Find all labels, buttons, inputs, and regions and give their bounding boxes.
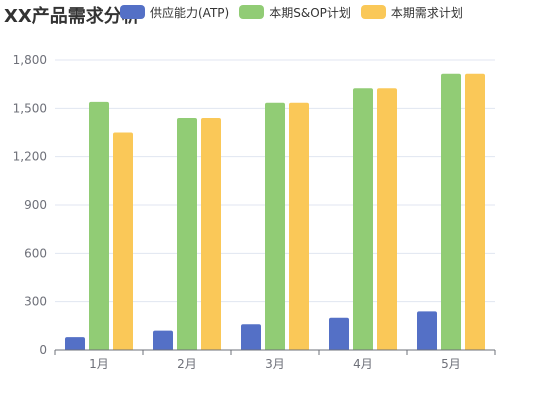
- bar-1-1[interactable]: [65, 337, 85, 350]
- y-tick-label: 900: [24, 198, 47, 212]
- y-tick-label: 300: [24, 295, 47, 309]
- legend-item-2[interactable]: 本期S&OP计划: [239, 4, 351, 21]
- x-tick-label: 5月: [441, 357, 461, 371]
- bar-1-3[interactable]: [241, 324, 261, 350]
- x-tick-label: 3月: [265, 357, 285, 371]
- y-tick-label: 1,200: [13, 150, 47, 164]
- bar-1-2[interactable]: [153, 330, 173, 350]
- bars: [65, 73, 485, 351]
- legend-item-3[interactable]: 本期需求计划: [360, 4, 463, 21]
- bar-2-3[interactable]: [265, 102, 285, 350]
- legend-label: 本期需求计划: [390, 5, 463, 20]
- bar-1-4[interactable]: [329, 317, 349, 350]
- y-tick-label: 1,500: [13, 101, 47, 115]
- legend-swatch: [239, 5, 265, 19]
- y-tick-label: 1,800: [13, 53, 47, 67]
- legend-label: 供应能力(ATP): [150, 5, 230, 20]
- y-tick-label: 600: [24, 246, 47, 260]
- bar-3-1[interactable]: [113, 132, 133, 351]
- bar-3-2[interactable]: [201, 118, 221, 350]
- chart-legend[interactable]: 供应能力(ATP) 本期S&OP计划 本期需求计划: [120, 3, 473, 21]
- bar-3-5[interactable]: [465, 73, 485, 350]
- tick-labels: 0 300 600 900 1,200 1,500 1,800 1月 2月 3月 4月 5月: [13, 53, 461, 371]
- bar-1-5[interactable]: [417, 311, 437, 350]
- bar-3-3[interactable]: [289, 102, 309, 350]
- y-tick-label: 0: [39, 343, 47, 357]
- bar-2-4[interactable]: [353, 88, 373, 350]
- x-axis: [54, 349, 496, 355]
- chart-title: XX产品需求分析: [4, 6, 140, 27]
- bar-2-2[interactable]: [177, 118, 197, 350]
- x-tick-label: 1月: [89, 357, 109, 371]
- bar-2-5[interactable]: [441, 73, 461, 350]
- legend-swatch: [360, 5, 386, 19]
- x-tick-label: 2月: [177, 357, 197, 371]
- bar-2-1[interactable]: [89, 101, 109, 350]
- legend-label: 本期S&OP计划: [269, 5, 351, 20]
- legend-item-1[interactable]: 供应能力(ATP): [120, 4, 229, 21]
- bar-3-4[interactable]: [377, 88, 397, 350]
- x-tick-label: 4月: [353, 357, 373, 371]
- legend-swatch: [120, 5, 145, 19]
